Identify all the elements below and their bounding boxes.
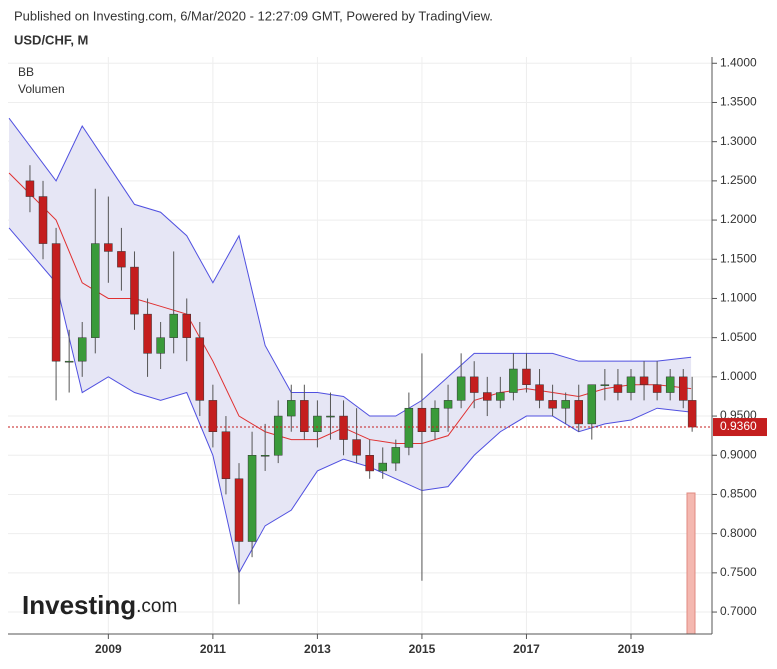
candle-body [130,266,139,315]
y-tick-label: 1.0500 [720,330,757,344]
logo-suffix: .com [136,596,177,617]
candle-body [561,400,570,409]
plot [8,57,712,634]
candle-body [287,400,296,417]
candle-body [600,384,610,386]
symbol: USD/CHF, M [14,32,88,47]
candle-body [679,376,688,401]
y-tick-label: 0.7500 [720,565,757,579]
candle-body [391,447,401,464]
candle-body [652,384,662,393]
published-note: Published on Investing.com, 6/Mar/2020 -… [14,8,493,23]
candle-body [38,196,48,244]
y-tick-label: 1.0000 [720,369,757,383]
candle-body [613,384,623,393]
candle-body [143,313,152,354]
y-tick-label: 1.3000 [720,134,757,148]
candle-body [300,400,309,432]
candle-body [469,376,479,393]
candle-body [91,243,100,338]
logo-main: Investing [22,590,136,620]
x-tick-label: 2017 [513,642,540,656]
y-tick-label: 1.3500 [720,95,757,109]
y-tick-label: 1.4000 [720,55,757,69]
indicator: Volumen [18,82,65,96]
x-tick-label: 2009 [95,642,122,656]
indicator: BB [18,65,34,79]
candle-body [378,462,387,472]
candle-body [548,400,557,409]
y-tick-label: 1.1000 [720,291,757,305]
candle-body [404,407,414,448]
x-tick-label: 2011 [200,642,226,656]
candle-body [339,415,348,440]
candle-body [156,337,165,354]
candle-body [522,368,531,385]
candle-body [260,455,270,457]
y-tick-label: 0.8500 [720,487,757,501]
y-tick-label: 0.8000 [720,526,757,540]
candle-body [195,337,205,401]
last-price-label: 0.9360 [720,419,757,433]
y-tick-label: 1.1500 [720,251,757,265]
band-fill [9,118,692,573]
candle-body [417,407,427,432]
candle-body [574,400,583,425]
candle-body [313,415,322,432]
last-price-box [713,418,767,437]
candle-body [483,392,492,401]
x-tick-label: 2013 [304,642,331,656]
candle-body [687,400,697,428]
candle-body [665,376,675,393]
candle-body [456,376,466,401]
candle-body [326,415,335,418]
candle-body [117,251,126,268]
candle-body [208,400,218,432]
candle-body [247,455,257,542]
candle-body [352,439,361,456]
candle-body [169,313,178,338]
candle-body [77,337,87,362]
y-tick-label: 1.2000 [720,212,757,226]
candle-body [182,313,191,338]
band-line [8,117,692,417]
volume-bar [686,492,696,635]
y-tick-label: 0.9000 [720,447,757,461]
candle-body [430,407,440,432]
candle-body [25,180,35,197]
candle-body [64,360,74,363]
candle-body [104,243,113,252]
candle-body [626,376,636,393]
logo: Investing.com [22,590,177,620]
x-tick-label: 2019 [618,642,645,656]
candle-body [639,376,649,385]
candle-body [51,243,61,362]
y-tick-label: 0.7000 [720,604,757,618]
candle-body [509,368,518,393]
candle-body [221,431,231,480]
y-tick-label: 1.2500 [720,173,757,187]
x-tick-label: 2015 [409,642,436,656]
candle-body [234,478,244,542]
candle-body [496,392,505,401]
candle-body [535,384,544,401]
candle-body [273,415,283,456]
candle-body [587,384,597,425]
candle-body [365,455,374,472]
candle-body [443,400,453,409]
